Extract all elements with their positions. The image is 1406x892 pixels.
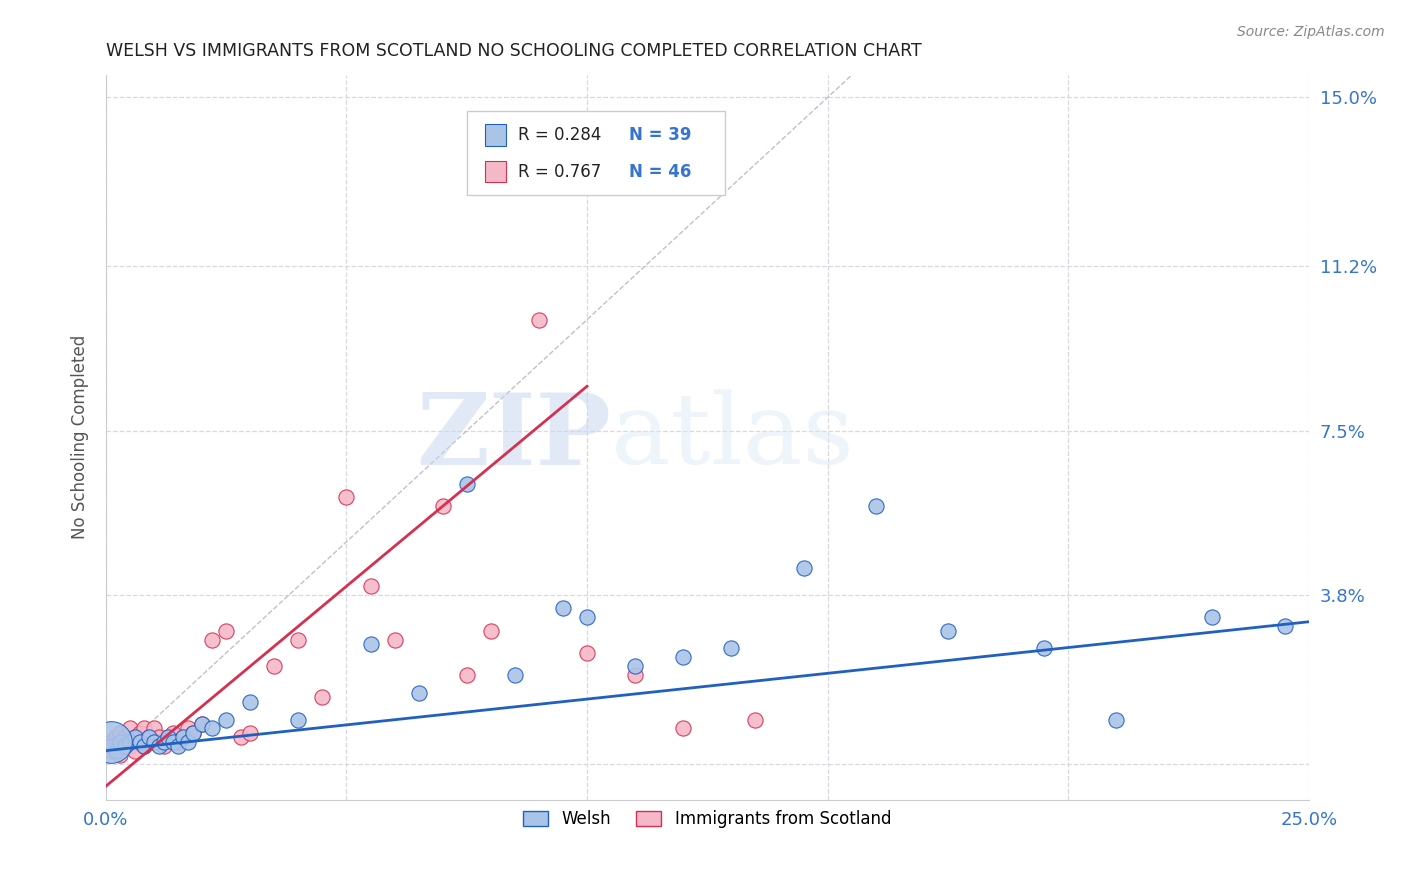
Point xyxy=(201,632,224,647)
Point xyxy=(138,731,160,745)
Point xyxy=(100,739,122,754)
Point xyxy=(143,722,166,736)
Point xyxy=(576,646,599,660)
Point xyxy=(181,726,204,740)
Point xyxy=(152,739,174,754)
Point xyxy=(104,744,127,758)
Point xyxy=(118,739,141,754)
Point xyxy=(263,659,285,673)
Text: R = 0.767: R = 0.767 xyxy=(519,162,602,180)
Text: atlas: atlas xyxy=(612,390,853,485)
Legend: Welsh, Immigrants from Scotland: Welsh, Immigrants from Scotland xyxy=(517,804,898,835)
Point xyxy=(167,739,190,754)
Point xyxy=(152,735,174,749)
Point xyxy=(503,668,526,682)
Point xyxy=(793,561,815,575)
Point xyxy=(624,668,647,682)
Point xyxy=(191,717,214,731)
Point xyxy=(1033,641,1056,656)
Point xyxy=(191,717,214,731)
Point xyxy=(104,731,127,745)
Point xyxy=(100,735,122,749)
Point xyxy=(479,624,502,638)
Text: ZIP: ZIP xyxy=(416,389,612,486)
Point xyxy=(172,731,194,745)
Point xyxy=(432,500,454,514)
Point xyxy=(744,713,766,727)
Point xyxy=(114,731,136,745)
Point xyxy=(162,735,184,749)
Point xyxy=(128,735,150,749)
Point xyxy=(143,735,166,749)
Point xyxy=(1105,713,1128,727)
Point xyxy=(229,731,252,745)
Point xyxy=(215,624,238,638)
Point xyxy=(176,722,198,736)
Point xyxy=(157,731,180,745)
Point xyxy=(576,610,599,624)
Point xyxy=(114,739,136,754)
Point xyxy=(100,744,122,758)
Point xyxy=(287,632,309,647)
Point xyxy=(311,690,333,705)
Text: N = 46: N = 46 xyxy=(628,162,692,180)
Point xyxy=(110,748,132,763)
Text: R = 0.284: R = 0.284 xyxy=(519,127,602,145)
Point xyxy=(408,686,430,700)
Point xyxy=(335,491,357,505)
Text: WELSH VS IMMIGRANTS FROM SCOTLAND NO SCHOOLING COMPLETED CORRELATION CHART: WELSH VS IMMIGRANTS FROM SCOTLAND NO SCH… xyxy=(105,42,922,60)
Point xyxy=(201,722,224,736)
Point xyxy=(104,744,127,758)
Point xyxy=(148,739,170,754)
Point xyxy=(134,739,156,754)
Point xyxy=(172,731,194,745)
Point xyxy=(110,735,132,749)
Point xyxy=(287,713,309,727)
Point xyxy=(936,624,959,638)
Point xyxy=(124,731,146,745)
FancyBboxPatch shape xyxy=(467,112,725,194)
Point xyxy=(239,695,262,709)
Point xyxy=(124,744,146,758)
Point xyxy=(1201,610,1223,624)
Point xyxy=(624,659,647,673)
Text: N = 39: N = 39 xyxy=(628,127,692,145)
Point xyxy=(672,722,695,736)
Point xyxy=(114,739,136,754)
Point xyxy=(360,579,382,593)
Point xyxy=(551,601,574,615)
Point xyxy=(672,650,695,665)
Point xyxy=(720,641,742,656)
Y-axis label: No Schooling Completed: No Schooling Completed xyxy=(72,335,89,540)
Point xyxy=(134,722,156,736)
Point xyxy=(176,735,198,749)
Point xyxy=(110,726,132,740)
Point xyxy=(527,312,550,326)
Point xyxy=(143,735,166,749)
Point xyxy=(1274,619,1296,633)
Point xyxy=(128,726,150,740)
Point xyxy=(384,632,406,647)
Point xyxy=(134,739,156,754)
Point xyxy=(148,731,170,745)
FancyBboxPatch shape xyxy=(485,161,506,182)
Point xyxy=(118,735,141,749)
Point xyxy=(456,477,478,491)
FancyBboxPatch shape xyxy=(485,125,506,146)
Point xyxy=(360,637,382,651)
Text: Source: ZipAtlas.com: Source: ZipAtlas.com xyxy=(1237,25,1385,39)
Point xyxy=(215,713,238,727)
Point xyxy=(128,735,150,749)
Point xyxy=(239,726,262,740)
Point xyxy=(138,731,160,745)
Point xyxy=(162,726,184,740)
Point xyxy=(124,731,146,745)
Point xyxy=(100,735,122,749)
Point xyxy=(157,731,180,745)
Point xyxy=(456,668,478,682)
Point xyxy=(181,726,204,740)
Point xyxy=(167,735,190,749)
Point xyxy=(865,500,887,514)
Point xyxy=(118,722,141,736)
